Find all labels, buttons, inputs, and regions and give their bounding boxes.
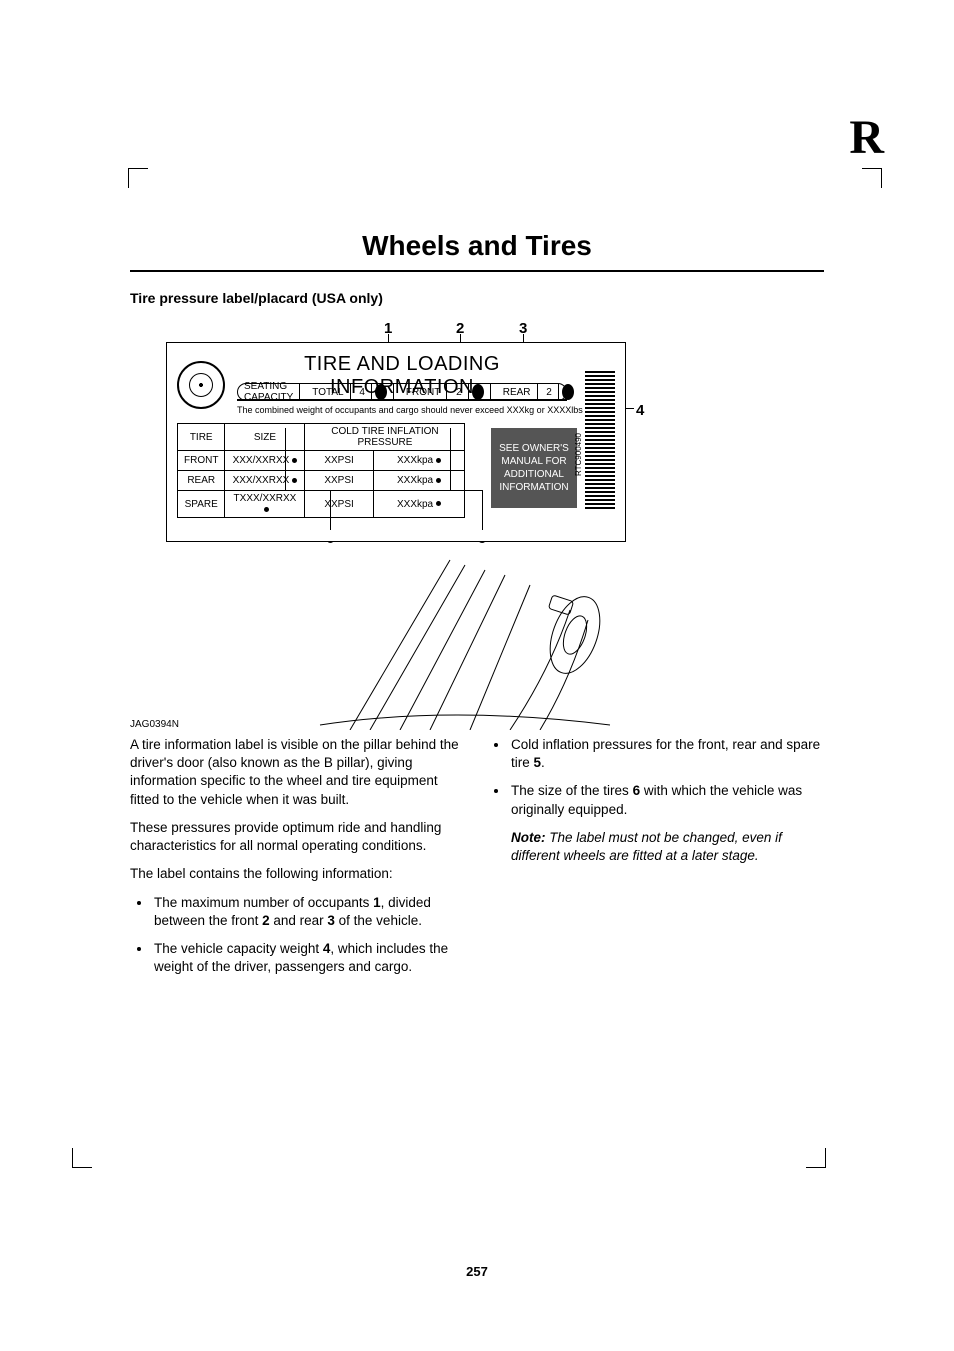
table-row: FRONT XXX/XXRXX XXPSI XXXkpa: [178, 451, 465, 471]
note-label: Note:: [511, 830, 546, 845]
cell: XXXkpa: [373, 471, 465, 491]
paragraph: These pressures provide optimum ride and…: [130, 819, 467, 855]
cell: TXXX/XXRXX: [225, 491, 305, 518]
header-letter: R: [849, 110, 884, 165]
callout-dot: [436, 478, 441, 483]
callout-dot: [472, 384, 484, 400]
combined-weight-text: The combined weight of occupants and car…: [237, 405, 597, 415]
paragraph: The label contains the following informa…: [130, 865, 467, 883]
owner-line: INFORMATION: [493, 482, 575, 493]
callout-dot: [375, 384, 387, 400]
page-title: Wheels and Tires: [130, 230, 824, 272]
placard-diagram: 1 2 3 4 5 6 TIRE AND LOADING INFORMATION…: [130, 320, 824, 730]
callout-dot: [436, 501, 441, 506]
barcode-label: RTC900490: [574, 433, 583, 476]
cell: SPARE: [178, 491, 225, 518]
leader-line: [450, 428, 451, 490]
leader-line: [285, 428, 286, 490]
list-item: The maximum number of occupants 1, divid…: [152, 894, 467, 930]
seating-total: TOTAL 4: [300, 384, 394, 400]
cell: REAR: [178, 471, 225, 491]
seating-label: SEATING CAPACITY: [238, 384, 300, 400]
list-item: Cold inflation pressures for the front, …: [509, 736, 824, 772]
callout-dot: [264, 507, 269, 512]
leader-line: [285, 490, 330, 491]
list-item: The vehicle capacity weight 4, which inc…: [152, 940, 467, 976]
owner-line: MANUAL FOR: [493, 456, 575, 467]
section-subtitle: Tire pressure label/placard (USA only): [130, 290, 824, 306]
right-column: Cold inflation pressures for the front, …: [487, 736, 824, 986]
cell: XXXkpa: [373, 491, 465, 518]
cell: XXXkpa: [373, 451, 465, 471]
left-column: A tire information label is visible on t…: [130, 736, 467, 986]
page: Wheels and Tires Tire pressure label/pla…: [130, 120, 824, 1251]
callout-dot: [562, 384, 574, 400]
leader-line: [482, 490, 483, 530]
table-row: SPARE TXXX/XXRXX XXPSI XXXkpa: [178, 491, 465, 518]
figure-id: JAG0394N: [130, 719, 179, 730]
crop-mark: [862, 168, 882, 188]
cell: XXPSI: [305, 471, 373, 491]
bpillar-sketch: [310, 550, 630, 730]
seating-front: FRONT 2: [394, 384, 491, 400]
cell: XXX/XXRXX: [225, 471, 305, 491]
table-row: REAR XXX/XXRXX XXPSI XXXkpa: [178, 471, 465, 491]
leader-line: [330, 490, 331, 530]
paragraph: A tire information label is visible on t…: [130, 736, 467, 809]
crop-mark: [72, 1148, 92, 1168]
th-pressure: COLD TIRE INFLATION PRESSURE: [305, 424, 465, 451]
callout-dot: [436, 458, 441, 463]
th-tire: TIRE: [178, 424, 225, 451]
owner-info-box: SEE OWNER'S MANUAL FOR ADDITIONAL INFORM…: [491, 428, 577, 508]
tire-table: TIRE SIZE COLD TIRE INFLATION PRESSURE F…: [177, 423, 465, 518]
tire-icon: [177, 361, 225, 409]
page-number: 257: [130, 1264, 824, 1279]
cell: XXX/XXRXX: [225, 451, 305, 471]
barcode: [585, 371, 615, 511]
callout-dot: [292, 458, 297, 463]
th-size: SIZE: [225, 424, 305, 451]
seating-rear: REAR 2: [491, 384, 580, 400]
leader-line: [450, 490, 482, 491]
body-text: A tire information label is visible on t…: [130, 736, 824, 986]
callout-4: 4: [636, 402, 644, 419]
owner-line: ADDITIONAL: [493, 469, 575, 480]
cell: XXPSI: [305, 451, 373, 471]
tire-placard: TIRE AND LOADING INFORMATION SEATING CAP…: [166, 342, 626, 542]
list-item: The size of the tires 6 with which the v…: [509, 782, 824, 865]
owner-line: SEE OWNER'S: [493, 443, 575, 454]
note-body: The label must not be changed, even if d…: [511, 830, 782, 863]
cell: XXPSI: [305, 491, 373, 518]
seating-capacity-row: SEATING CAPACITY TOTAL 4 FRONT 2 REAR 2: [237, 383, 567, 401]
cell: FRONT: [178, 451, 225, 471]
callout-dot: [292, 478, 297, 483]
